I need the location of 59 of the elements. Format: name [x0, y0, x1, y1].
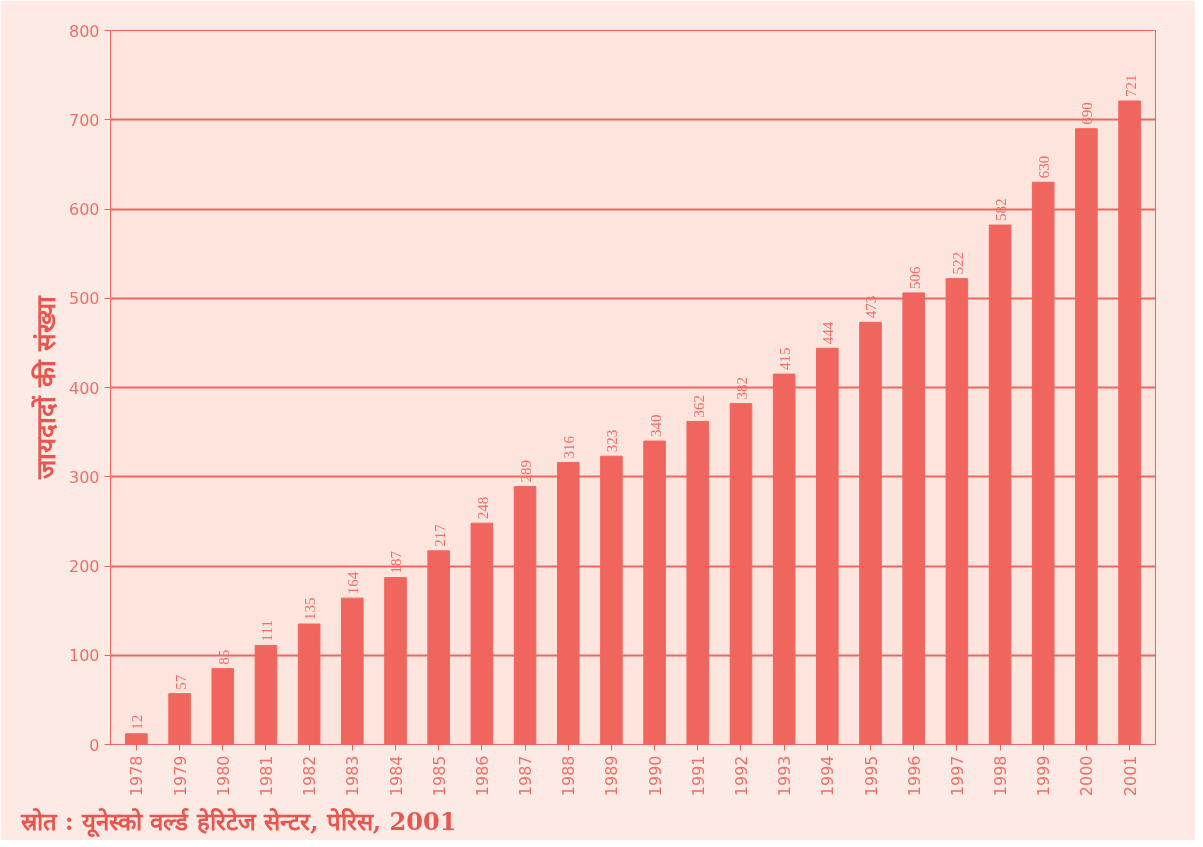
- y-tick-label: 500: [68, 289, 100, 309]
- data-label: 135: [302, 597, 319, 621]
- data-label: 382: [733, 377, 750, 400]
- y-tick-label: 400: [68, 378, 100, 398]
- data-label: 444: [820, 321, 837, 345]
- data-label: 323: [604, 429, 621, 453]
- data-label: 187: [388, 550, 405, 574]
- y-tick-label: 0: [89, 735, 100, 755]
- x-tick-label: 1987: [516, 755, 536, 797]
- x-tick-label: 1992: [731, 755, 751, 797]
- data-label: 340: [647, 414, 664, 438]
- x-tick-label: 1999: [1034, 755, 1054, 797]
- x-tick-label: 1984: [386, 755, 406, 797]
- data-label: 57: [172, 674, 189, 690]
- data-label: 690: [1079, 102, 1096, 125]
- y-tick-label: 200: [68, 557, 100, 576]
- y-tick-label: 700: [68, 110, 100, 130]
- x-tick-label: 1996: [904, 755, 924, 797]
- data-label: 164: [345, 571, 362, 595]
- y-tick-label: 600: [68, 200, 100, 219]
- x-tick-label: 1995: [861, 755, 881, 797]
- data-label: 473: [863, 295, 880, 319]
- x-tick-label: 1994: [818, 755, 838, 797]
- x-tick-label: 1979: [170, 755, 190, 797]
- y-axis-title: जायदादों की संख्या: [30, 294, 61, 481]
- data-label: 111: [258, 620, 275, 642]
- text: स्रोत : यूनेस्को वर्ल्ड हेरिटेज सेन्टर, पेरिस, 2001: [19, 806, 457, 838]
- x-tick-label: 2000: [1077, 755, 1097, 797]
- data-label: 316: [561, 435, 578, 459]
- y-tick-label: 800: [68, 21, 100, 41]
- x-tick-label: 1988: [559, 755, 579, 797]
- data-label: 362: [690, 394, 707, 418]
- x-tick-label: 1989: [602, 755, 622, 797]
- x-tick-label: 1990: [645, 755, 665, 797]
- x-tick-label: 1981: [256, 755, 276, 797]
- x-tick-label: 1983: [343, 755, 363, 797]
- y-tick-label: 300: [68, 467, 100, 487]
- x-tick-label: 1997: [947, 755, 967, 797]
- data-label: 522: [949, 252, 966, 275]
- data-label: 415: [777, 347, 794, 371]
- data-label: 630: [1036, 155, 1053, 179]
- x-tick-label: 1978: [127, 755, 147, 797]
- data-label: 582: [993, 198, 1010, 222]
- data-label: 289: [518, 460, 535, 483]
- data-label: 217: [431, 523, 448, 547]
- x-tick-label: 1982: [300, 755, 320, 797]
- x-tick-label: 2001: [1120, 755, 1140, 797]
- data-label: 506: [906, 265, 923, 289]
- x-tick-label: 1993: [775, 755, 795, 797]
- x-tick-label: 1986: [472, 755, 492, 797]
- x-tick-label: 1998: [991, 755, 1011, 797]
- x-tick-label: 1980: [213, 755, 233, 797]
- y-tick-label: 100: [68, 646, 100, 666]
- data-label: 85: [215, 649, 232, 665]
- data-label: 12: [129, 714, 146, 730]
- x-tick-label: 1991: [688, 755, 708, 797]
- x-tick-label: 1985: [429, 755, 449, 797]
- data-label: 721: [1122, 74, 1139, 98]
- data-label: 248: [474, 496, 491, 520]
